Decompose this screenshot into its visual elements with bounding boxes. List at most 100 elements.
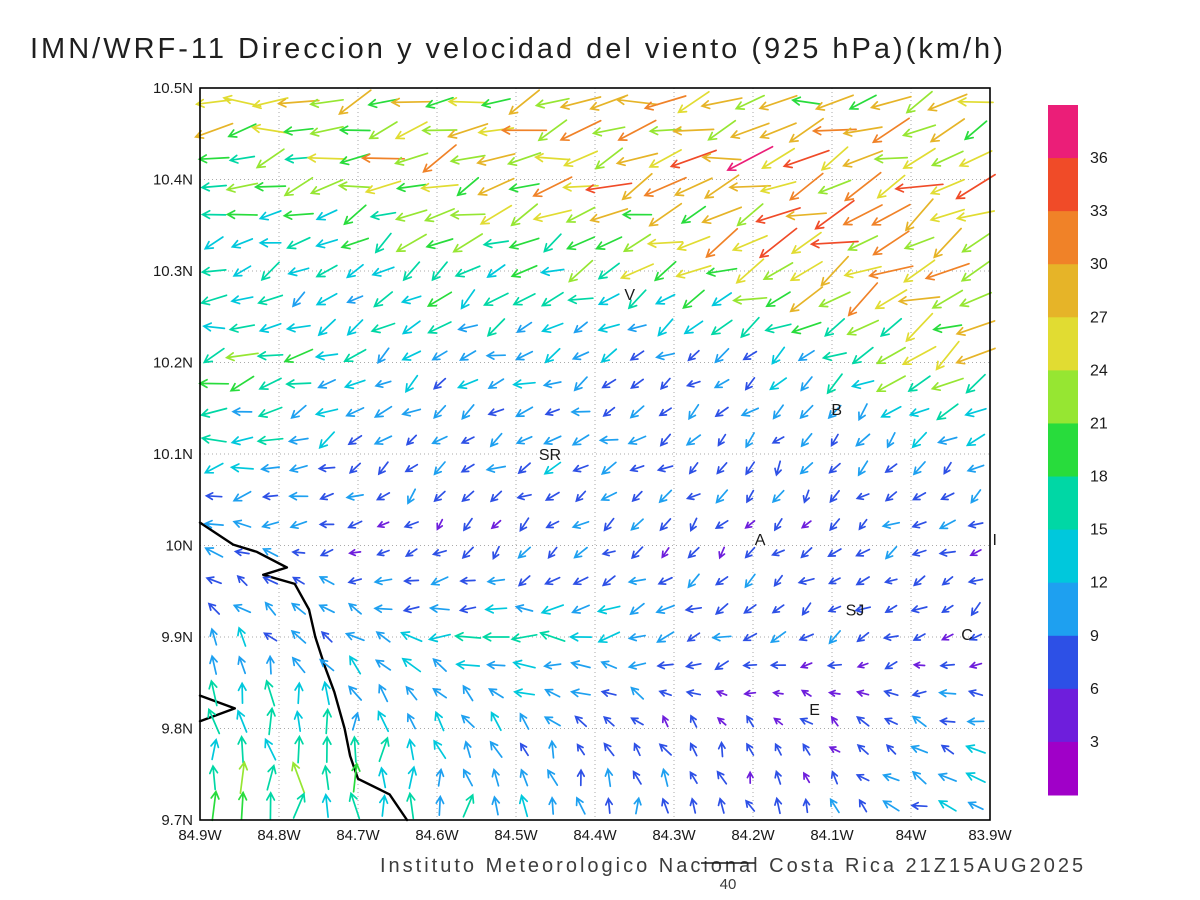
wind-arrow (405, 434, 418, 446)
wind-arrow (911, 689, 927, 698)
wind-arrow (619, 263, 654, 280)
wind-arrow (875, 346, 906, 365)
wind-arrow (462, 793, 475, 818)
y-axis-tick-label: 10.5N (153, 80, 193, 97)
wind-arrow (689, 517, 698, 533)
wind-arrow (967, 577, 984, 585)
wind-arrow (799, 462, 814, 475)
wind-arrow (629, 405, 645, 419)
wind-arrow (208, 764, 219, 791)
wind-arrow (457, 323, 479, 333)
wind-arrow (378, 766, 388, 789)
wind-arrow (773, 717, 784, 726)
wind-arrow (714, 576, 729, 586)
wind-arrow (911, 520, 927, 529)
wind-arrow (827, 605, 842, 613)
wind-arrow (847, 235, 879, 251)
wind-arrow (955, 320, 996, 336)
wind-arrow (515, 435, 533, 445)
wind-arrow (337, 181, 372, 191)
x-axis-tick-label: 84W (896, 827, 928, 844)
wind-arrow (262, 547, 279, 557)
wind-arrow (432, 687, 448, 699)
wind-arrow (401, 408, 422, 417)
wind-arrow (490, 519, 502, 530)
wind-arrow (570, 660, 591, 669)
wind-arrow (347, 602, 362, 615)
wind-arrow (487, 688, 504, 699)
wind-arrow (431, 261, 448, 282)
wind-arrow (661, 714, 669, 728)
wind-arrow (630, 546, 644, 560)
wind-arrow (627, 576, 647, 586)
city-labels: V B SR A SJ C E I (539, 287, 997, 719)
wind-arrow (705, 267, 738, 277)
wind-arrow (236, 709, 248, 733)
wind-arrow (459, 350, 477, 361)
wind-arrow (940, 492, 955, 501)
wind-arrow (430, 576, 449, 586)
wind-arrow (799, 661, 813, 669)
wind-arrow (826, 373, 843, 395)
wind-arrow (714, 519, 729, 529)
wind-arrow (571, 434, 590, 446)
wind-arrow (203, 462, 224, 474)
wind-arrow (773, 574, 783, 588)
wind-arrow (955, 347, 996, 365)
wind-arrow (348, 791, 361, 820)
wind-arrow (447, 123, 489, 139)
wind-arrow (431, 549, 447, 557)
wind-arrow (559, 119, 602, 142)
wind-arrow (306, 153, 347, 163)
wind-arrow (319, 492, 334, 501)
wind-arrow (938, 689, 957, 698)
wind-arrow (489, 432, 503, 448)
wind-arrow (656, 631, 675, 643)
wind-arrow (456, 378, 479, 390)
wind-arrow (200, 434, 227, 444)
wind-arrow (519, 742, 529, 757)
wind-arrow (534, 97, 570, 109)
wind-arrow (897, 295, 941, 306)
wind-arrow (461, 404, 475, 420)
wind-arrow (597, 293, 620, 306)
wind-arrow (322, 707, 332, 735)
wind-arrow (654, 293, 676, 305)
wind-arrow (941, 604, 954, 614)
wind-arrow (284, 154, 313, 164)
city-label-v: V (624, 287, 635, 304)
wind-arrow (842, 126, 883, 137)
wind-arrow (855, 492, 870, 501)
wind-arrow (882, 633, 899, 642)
wind-arrow (929, 208, 966, 223)
wind-arrow (517, 462, 531, 475)
wind-arrow (458, 605, 477, 614)
wind-arrow (788, 117, 824, 143)
wind-arrow (680, 205, 707, 224)
wind-arrow (321, 764, 331, 791)
wind-arrow (955, 210, 996, 222)
wind-arrow (728, 182, 772, 192)
wind-arrow (294, 734, 304, 764)
wind-arrow (338, 125, 371, 135)
wind-arrow (685, 380, 701, 388)
wind-arrow (435, 767, 445, 787)
wind-arrow (425, 96, 454, 109)
wind-arrow (597, 631, 621, 644)
wind-arrow (595, 236, 623, 250)
wind-arrow (732, 295, 768, 305)
wind-arrow (827, 689, 841, 697)
wind-arrow (309, 125, 344, 137)
wind-arrow (374, 232, 392, 254)
city-label-sr: SR (539, 447, 561, 464)
wind-arrow (456, 176, 480, 197)
wind-arrow (601, 575, 616, 587)
wind-arrow (746, 489, 755, 504)
wind-arrow (856, 744, 869, 755)
wind-arrow (346, 295, 364, 304)
wind-arrow (207, 602, 221, 615)
wind-arrow (857, 460, 869, 477)
wind-arrow (685, 689, 702, 697)
wind-arrow (643, 176, 687, 197)
wind-arrow (318, 520, 335, 529)
